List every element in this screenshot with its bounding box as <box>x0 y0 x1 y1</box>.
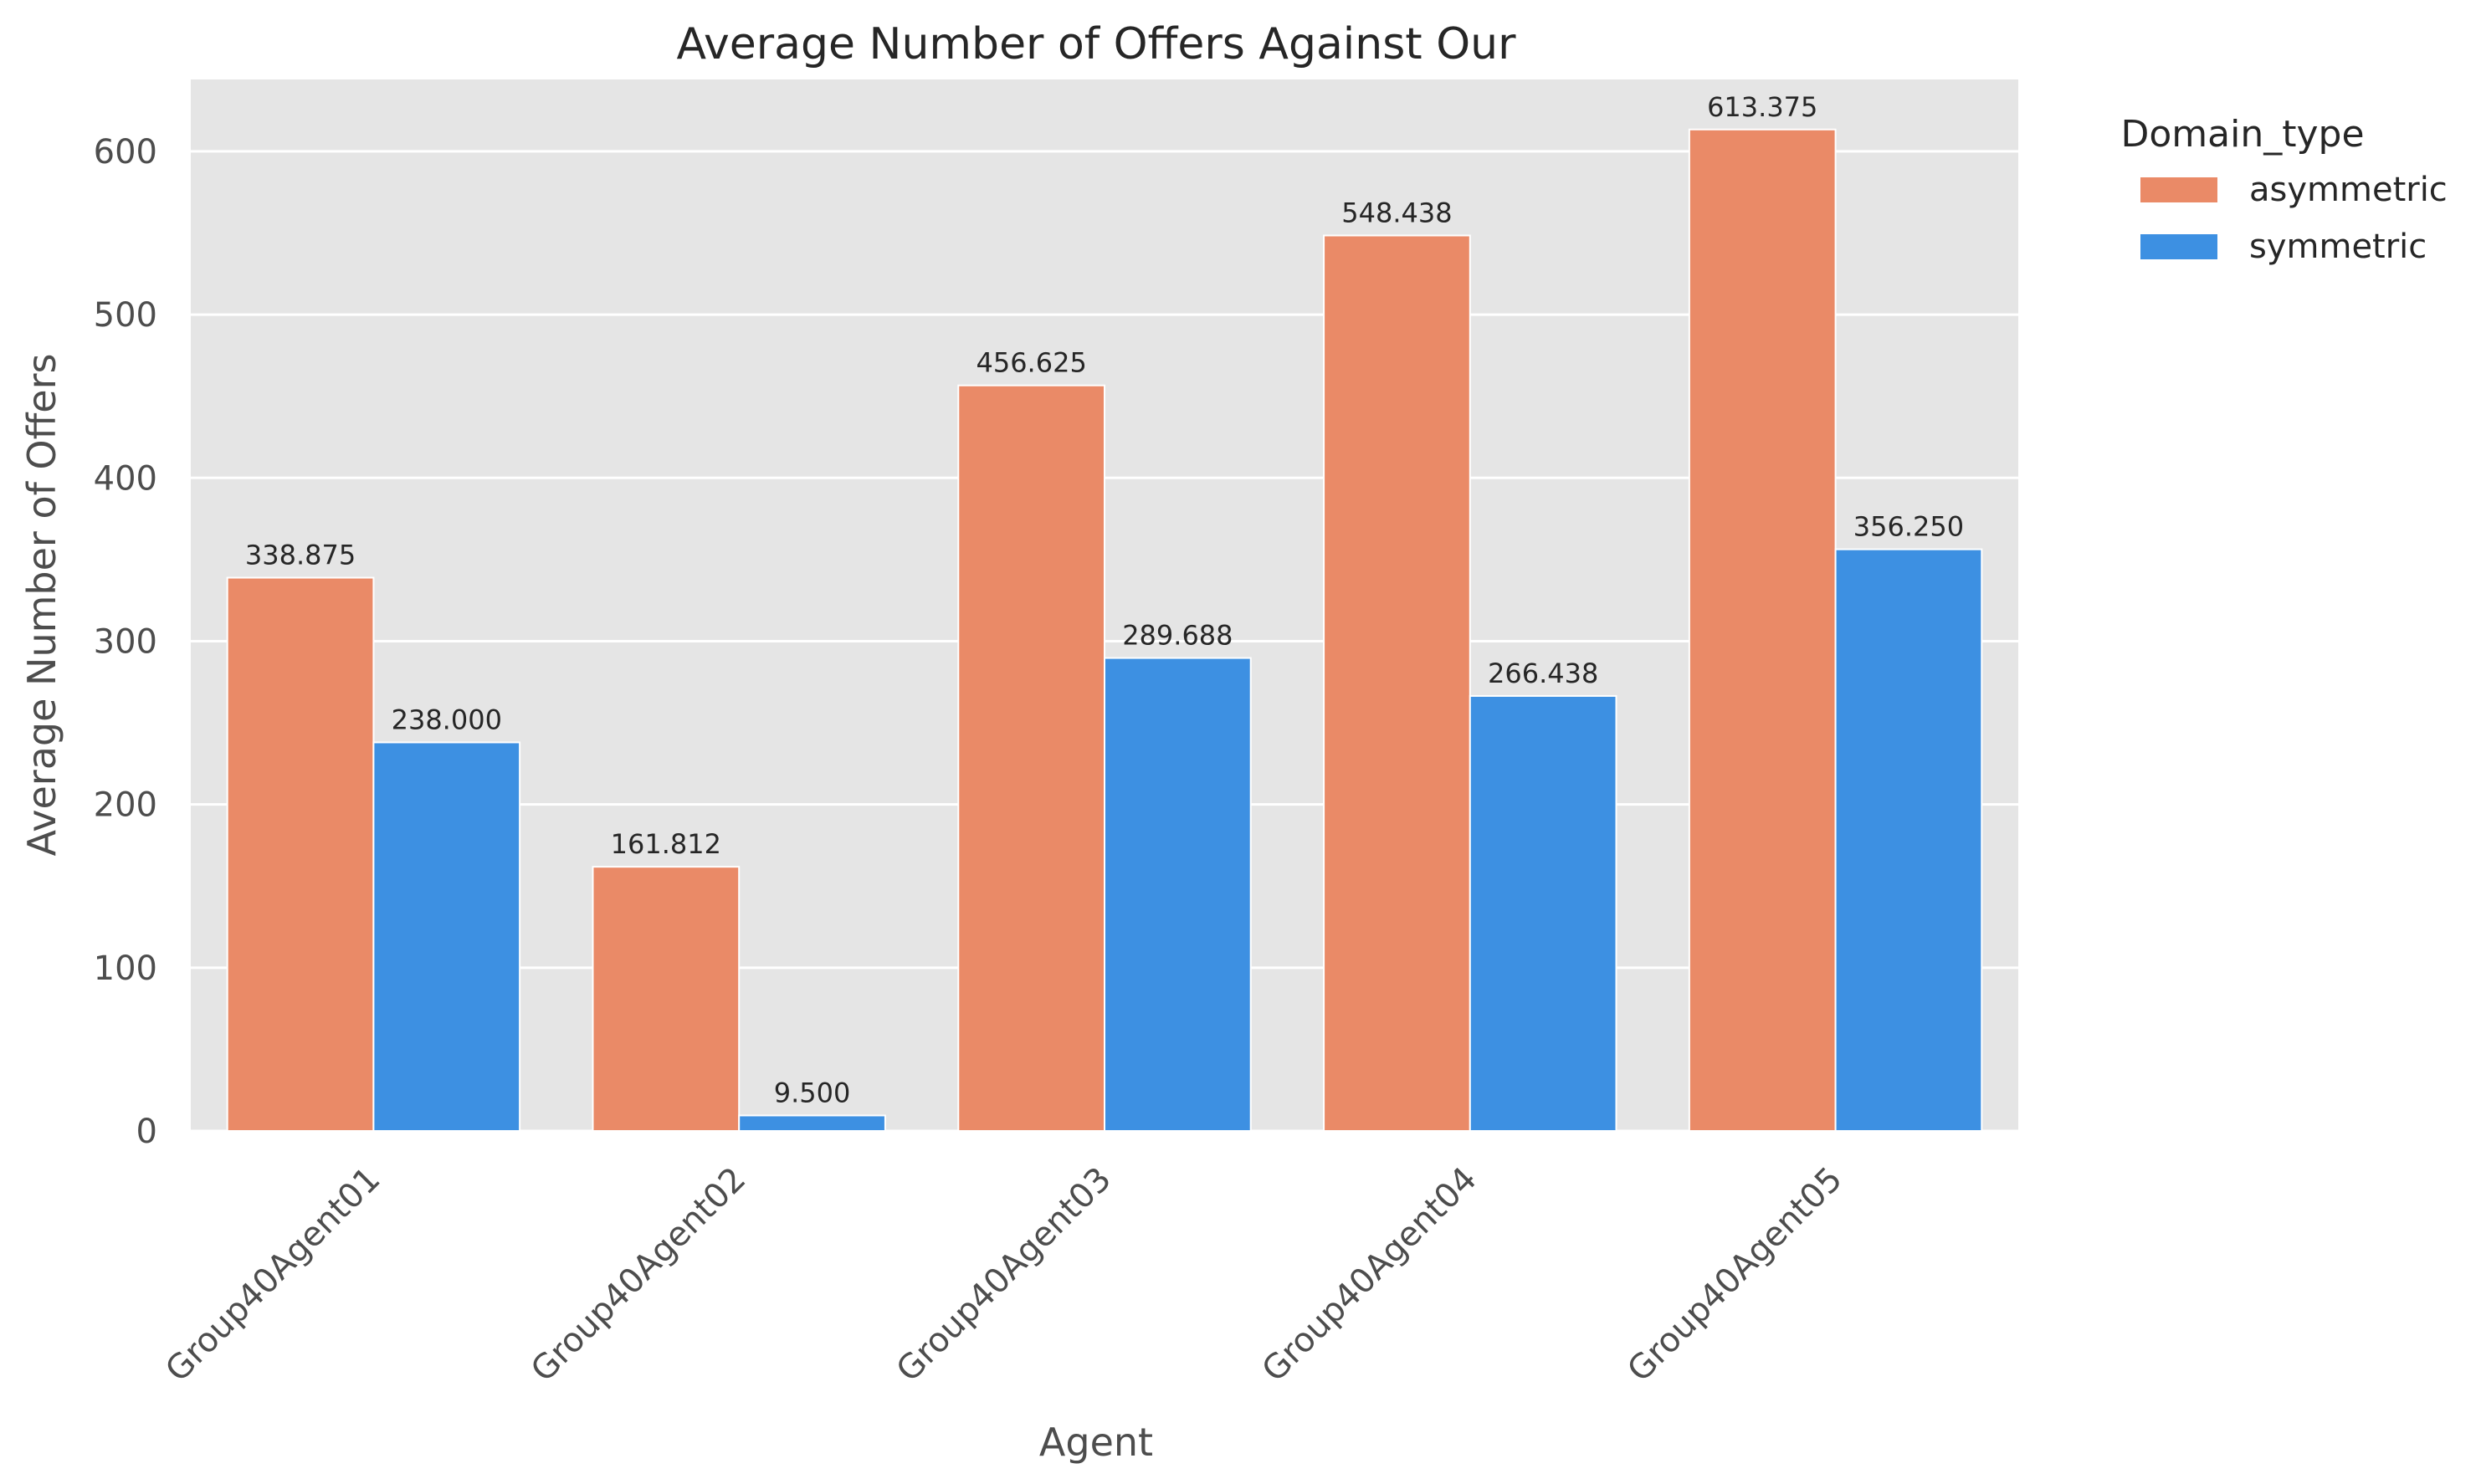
bar-asymmetric-Group40Agent01 <box>226 576 375 1132</box>
data-label: 456.625 <box>976 347 1086 379</box>
bar-symmetric-Group40Agent04 <box>1469 694 1617 1132</box>
data-label: 356.250 <box>1853 511 1964 543</box>
y-tick-label: 400 <box>94 459 157 498</box>
y-tick-label: 0 <box>136 1113 157 1151</box>
y-tick-label: 600 <box>94 133 157 171</box>
x-tick-label: Group40Agent01 <box>158 1160 387 1389</box>
bars <box>226 128 1983 1133</box>
x-tick-label: Group40Agent05 <box>1620 1160 1849 1389</box>
y-tick-label: 200 <box>94 786 157 825</box>
x-tick-label: Group40Agent04 <box>1255 1160 1484 1389</box>
x-tick-label: Group40Agent03 <box>889 1160 1119 1389</box>
data-label: 161.812 <box>611 828 721 860</box>
data-label: 9.500 <box>774 1077 851 1108</box>
legend-label-symmetric: symmetric <box>2249 228 2427 266</box>
bar-asymmetric-Group40Agent04 <box>1323 234 1471 1133</box>
data-label: 238.000 <box>392 704 502 735</box>
x-axis-label: Agent <box>1039 1420 1153 1465</box>
x-axis: Group40Agent01 Group40Agent02 Group40Agent… <box>158 1160 1850 1389</box>
legend: Domain_type asymmetric symmetric <box>2120 113 2447 266</box>
y-tick-label: 500 <box>94 296 157 335</box>
data-label: 613.375 <box>1707 91 1817 123</box>
bar-symmetric-Group40Agent03 <box>1104 657 1252 1132</box>
chart-title: Average Number of Offers Against Our <box>676 19 1516 69</box>
y-tick-label: 300 <box>94 622 157 661</box>
bar-symmetric-Group40Agent02 <box>738 1114 886 1132</box>
y-axis-label: Average Number of Offers <box>19 354 64 857</box>
bar-symmetric-Group40Agent01 <box>372 741 521 1133</box>
bar-symmetric-Group40Agent05 <box>1834 548 1983 1132</box>
legend-swatch-symmetric <box>2140 234 2217 259</box>
legend-title: Domain_type <box>2120 113 2364 156</box>
legend-label-asymmetric: asymmetric <box>2249 171 2448 209</box>
y-tick-label: 100 <box>94 949 157 988</box>
x-tick-label: Group40Agent02 <box>524 1160 753 1389</box>
data-label: 548.438 <box>1341 197 1452 229</box>
y-axis: 0 100 200 300 400 500 600 <box>94 133 157 1151</box>
data-label: 289.688 <box>1122 620 1233 652</box>
bar-asymmetric-Group40Agent03 <box>957 384 1106 1132</box>
data-labels: 338.875 238.000 161.812 9.500 456.625 289.688… <box>245 91 1964 1109</box>
data-label: 338.875 <box>245 540 356 571</box>
bar-asymmetric-Group40Agent05 <box>1688 128 1837 1133</box>
data-label: 266.438 <box>1488 658 1598 689</box>
bar-asymmetric-Group40Agent02 <box>592 866 741 1132</box>
legend-swatch-asymmetric <box>2140 177 2217 202</box>
